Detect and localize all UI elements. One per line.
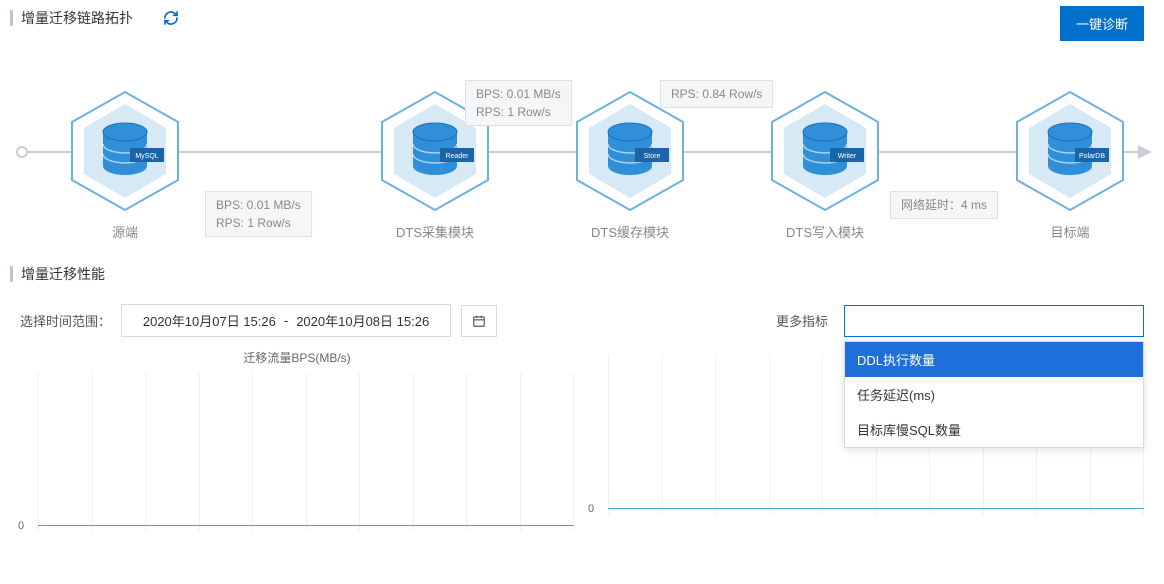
chart-bps-title: 迁移流量BPS(MB/s) xyxy=(20,349,574,366)
performance-title: 增量迁移性能 xyxy=(21,264,105,284)
dropdown-item-1[interactable]: 任务延迟(ms) xyxy=(845,377,1143,412)
node-icon-writer: Writer xyxy=(760,86,890,216)
topology-node-source: MySQL 源端 xyxy=(55,86,195,241)
svg-text:Reader: Reader xyxy=(446,153,470,160)
date-to: 2020年10月08日 15:26 xyxy=(296,311,429,330)
node-icon-source: MySQL xyxy=(60,86,190,216)
node-label-source: 源端 xyxy=(55,222,195,241)
node-label-reader: DTS采集模块 xyxy=(365,222,505,241)
section-bar xyxy=(10,10,13,26)
performance-toolbar: 选择时间范围： 2020年10月07日 15:26 - 2020年10月08日 … xyxy=(0,292,1164,349)
metric-select[interactable]: DDL执行数量任务延迟(ms)目标库慢SQL数量 xyxy=(844,305,1144,337)
topology-node-writer: Writer DTS写入模块 xyxy=(755,86,895,241)
dropdown-item-0[interactable]: DDL执行数量 xyxy=(845,342,1143,377)
section-bar xyxy=(10,266,13,282)
time-range-label: 选择时间范围： xyxy=(20,311,111,330)
flow-arrow-head xyxy=(1138,145,1152,159)
svg-text:Writer: Writer xyxy=(838,153,857,160)
metric-tooltip-1: BPS: 0.01 MB/sRPS: 1 Row/s xyxy=(465,80,572,126)
flow-start-dot xyxy=(16,146,28,158)
topology-node-target: PolarDB 目标端 xyxy=(1000,86,1140,241)
dropdown-item-2[interactable]: 目标库慢SQL数量 xyxy=(845,412,1143,447)
topology-title: 增量迁移链路拓扑 xyxy=(21,8,133,28)
svg-text:MySQL: MySQL xyxy=(135,153,158,160)
chart-bps-yzero: 0 xyxy=(18,520,24,532)
date-range-picker[interactable]: 2020年10月07日 15:26 - 2020年10月08日 15:26 xyxy=(121,304,451,337)
chart-bps-line xyxy=(38,525,574,526)
metric-dropdown: DDL执行数量任务延迟(ms)目标库慢SQL数量 xyxy=(844,341,1144,448)
svg-text:Store: Store xyxy=(644,153,661,160)
node-label-writer: DTS写入模块 xyxy=(755,222,895,241)
chart-bps: 迁移流量BPS(MB/s) 0 xyxy=(20,349,574,539)
date-sep: - xyxy=(284,313,288,328)
chart-2-line xyxy=(608,508,1144,509)
refresh-icon[interactable] xyxy=(163,10,179,26)
svg-text:PolarDB: PolarDB xyxy=(1079,153,1105,160)
node-label-store: DTS缓存模块 xyxy=(560,222,700,241)
more-metrics-label: 更多指标 xyxy=(776,311,828,330)
diagnose-button[interactable]: 一键诊断 xyxy=(1060,6,1144,41)
topology-node-store: Store DTS缓存模块 xyxy=(560,86,700,241)
metric-tooltip-0: BPS: 0.01 MB/sRPS: 1 Row/s xyxy=(205,191,312,237)
chart-bps-area: 0 xyxy=(20,372,574,532)
metric-select-input[interactable] xyxy=(844,305,1144,337)
node-icon-target: PolarDB xyxy=(1005,86,1135,216)
calendar-button[interactable] xyxy=(461,305,497,337)
topology-diagram: MySQL 源端 Reader DTS采集模块 Store DTS缓存模块 xyxy=(20,46,1144,246)
date-from: 2020年10月07日 15:26 xyxy=(143,311,276,330)
chart-2-yzero: 0 xyxy=(588,503,594,515)
metric-tooltip-3: 网络延时：4 ms xyxy=(890,191,998,219)
metric-tooltip-2: RPS: 0.84 Row/s xyxy=(660,80,773,108)
performance-header: 增量迁移性能 xyxy=(0,256,1164,292)
node-label-target: 目标端 xyxy=(1000,222,1140,241)
performance-section: 增量迁移性能 选择时间范围： 2020年10月07日 15:26 - 2020年… xyxy=(0,256,1164,539)
topology-header: 增量迁移链路拓扑 一键诊断 xyxy=(0,0,1164,36)
